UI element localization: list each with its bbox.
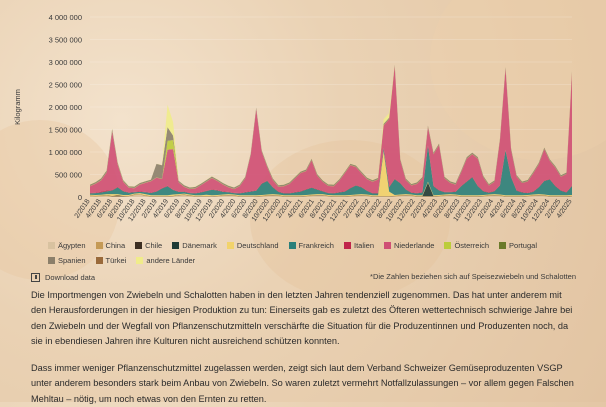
download-label: Download data [45, 273, 96, 282]
legend-item[interactable]: Italien [343, 241, 374, 250]
legend-item[interactable]: Türkei [95, 256, 127, 265]
legend-label: Deutschland [236, 241, 279, 250]
legend-row: Ägypten China Chile Dänemark Deutschland Fran… [48, 241, 588, 250]
legend-item[interactable]: Frankreich [288, 241, 334, 250]
legend-swatch [95, 242, 103, 249]
legend-swatch [136, 257, 144, 264]
legend-swatch [135, 242, 143, 249]
y-tick-label: 1 500 000 [49, 126, 82, 135]
legend-label: Spanien [58, 256, 86, 265]
legend-swatch [288, 242, 296, 249]
legend-swatch [499, 242, 507, 249]
y-tick-label: 3 500 000 [49, 36, 82, 45]
legend-item[interactable]: Deutschland [226, 241, 279, 250]
y-tick-label: 500 000 [55, 171, 82, 180]
legend-label: Dänemark [182, 241, 217, 250]
legend-item[interactable]: Österreich [444, 241, 489, 250]
article-paragraph-1: Die Importmengen von Zwiebeln und Schalo… [31, 290, 573, 347]
download-icon [31, 273, 40, 282]
series-area-chile [90, 194, 572, 197]
chart-legend: Ägypten China Chile Dänemark Deutschland Fran… [48, 241, 588, 271]
legend-item[interactable]: Portugal [499, 241, 537, 250]
legend-item[interactable]: andere Länder [136, 256, 195, 265]
legend-label: Chile [145, 241, 163, 250]
legend-item[interactable]: Dänemark [172, 241, 217, 250]
y-tick-label: 2 500 000 [49, 81, 82, 90]
legend-label: andere Länder [146, 256, 196, 265]
legend-swatch [444, 242, 452, 249]
legend-swatch [343, 242, 351, 249]
legend-label: Portugal [509, 241, 537, 250]
legend-item[interactable]: China [95, 241, 126, 250]
legend-item[interactable]: Ägypten [48, 241, 86, 250]
series-area-ägypten [90, 194, 572, 197]
y-tick-label: 4 000 000 [49, 13, 82, 22]
legend-row: Spanien Türkei andere Länder [48, 256, 588, 265]
legend-swatch [48, 257, 55, 264]
legend-label: Italien [353, 241, 374, 250]
y-tick-label: 0 [78, 193, 82, 202]
legend-swatch [172, 242, 180, 249]
legend-label: China [105, 241, 126, 250]
imports-stacked-area-chart: 0 500 000 1 000 000 1 500 000 2 000 000 2 500… [13, 13, 574, 223]
legend-item[interactable]: Chile [135, 241, 162, 250]
legend-item[interactable]: Spanien [48, 256, 86, 265]
legend-label: Ägypten [58, 241, 86, 250]
legend-label: Niederlande [394, 241, 435, 250]
series-area-china [90, 194, 572, 197]
legend-label: Österreich [454, 241, 490, 250]
legend-label: Frankreich [298, 241, 334, 250]
chart-footnote: *Die Zahlen beziehen sich auf Speisezwie… [370, 272, 576, 281]
y-tick-label: 1 000 000 [49, 148, 82, 157]
y-axis-label: Kilogramm [13, 89, 22, 125]
legend-swatch [48, 242, 55, 249]
download-data-link[interactable]: Download data [31, 273, 95, 282]
y-tick-label: 2 000 000 [49, 103, 82, 112]
y-tick-label: 3 000 000 [49, 58, 82, 67]
legend-swatch [384, 242, 391, 249]
legend-item[interactable]: Niederlande [384, 241, 434, 250]
legend-swatch [95, 257, 103, 264]
article-paragraph-2: Dass immer weniger Pflanzenschutzmittel … [31, 363, 574, 404]
legend-swatch [226, 242, 234, 249]
legend-label: Türkei [105, 256, 127, 265]
